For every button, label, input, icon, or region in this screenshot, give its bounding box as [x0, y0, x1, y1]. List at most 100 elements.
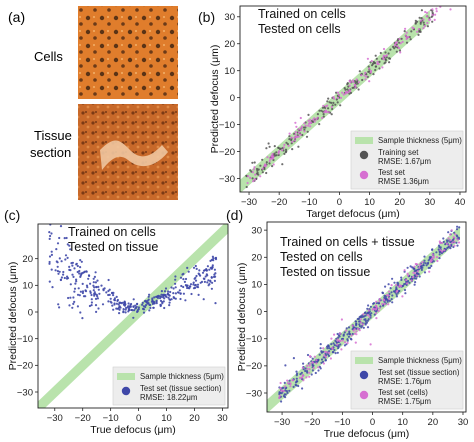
data-point	[398, 37, 401, 41]
legend-sublabel: RMSE: 18.22μm	[140, 393, 197, 402]
data-point	[325, 111, 328, 114]
data-point	[395, 41, 398, 44]
data-point	[170, 286, 173, 289]
data-point	[268, 145, 271, 148]
data-point	[294, 121, 297, 124]
data-point	[280, 149, 284, 152]
data-point	[342, 93, 345, 96]
data-point	[397, 46, 400, 50]
data-point	[299, 133, 302, 136]
x-axis-label: True defocus (μm)	[90, 424, 176, 436]
data-point	[355, 322, 358, 326]
data-point	[200, 280, 204, 283]
data-point	[148, 293, 151, 296]
x-tick-label: 0	[337, 197, 342, 208]
data-point	[79, 259, 82, 262]
data-point	[358, 329, 361, 332]
data-point	[192, 266, 196, 269]
data-point	[324, 350, 327, 353]
data-point	[98, 292, 101, 295]
data-point	[390, 284, 393, 287]
x-tick-label: 10	[364, 197, 375, 208]
data-point	[396, 44, 399, 48]
data-point	[301, 387, 304, 390]
data-point	[87, 277, 90, 280]
data-point	[186, 286, 189, 290]
data-point	[174, 282, 177, 285]
data-point	[356, 327, 360, 330]
data-point	[48, 231, 51, 234]
data-point	[378, 300, 381, 303]
data-point	[206, 265, 209, 268]
data-point	[300, 129, 303, 132]
data-point	[335, 91, 338, 94]
data-point	[451, 241, 454, 244]
data-point	[167, 296, 170, 299]
data-point	[445, 242, 449, 245]
data-point	[421, 261, 424, 264]
data-point	[54, 269, 57, 272]
data-point	[426, 262, 429, 265]
data-point	[366, 307, 369, 310]
data-point	[71, 264, 74, 267]
data-point	[172, 292, 175, 295]
x-tick-label: −20	[75, 413, 91, 424]
data-point	[367, 304, 370, 307]
data-point	[315, 359, 318, 362]
data-point	[442, 237, 445, 240]
data-point	[57, 272, 60, 275]
panel-letter: (d)	[226, 207, 243, 223]
data-point	[367, 309, 370, 312]
data-point	[142, 307, 145, 310]
data-point	[163, 306, 166, 310]
data-point	[78, 272, 81, 275]
data-point	[356, 317, 359, 321]
legend-sublabel: RMSE 1.36μm	[378, 177, 429, 186]
data-point	[377, 302, 381, 305]
data-point	[144, 304, 148, 307]
data-point	[199, 274, 202, 277]
data-point	[317, 369, 320, 372]
data-point	[350, 338, 353, 341]
data-point	[278, 147, 282, 151]
data-point	[418, 266, 421, 269]
data-point	[58, 270, 61, 273]
data-point	[151, 297, 154, 300]
data-point	[160, 290, 163, 293]
data-point	[328, 351, 331, 354]
data-point	[278, 394, 281, 397]
data-point	[289, 382, 292, 385]
data-point	[386, 298, 389, 301]
data-point	[428, 270, 431, 273]
y-tick-label: −20	[219, 147, 235, 158]
legend-label: Sample thickness (5μm)	[140, 372, 224, 381]
data-point	[395, 284, 398, 287]
y-tick-label: −30	[17, 387, 33, 398]
data-point	[364, 323, 367, 326]
data-point	[137, 306, 140, 309]
data-point	[264, 164, 267, 167]
data-point	[347, 326, 351, 329]
points-group	[278, 225, 461, 403]
data-point	[245, 185, 248, 189]
x-tick-label: −20	[271, 197, 287, 208]
data-point	[169, 290, 172, 294]
data-point	[294, 131, 297, 134]
data-point	[168, 298, 171, 301]
data-point	[66, 243, 69, 246]
data-point	[404, 292, 407, 295]
data-point	[293, 136, 296, 139]
data-point	[339, 96, 343, 99]
data-point	[149, 306, 152, 310]
data-point	[336, 91, 339, 94]
data-point	[266, 156, 269, 159]
data-point	[454, 233, 457, 236]
data-point	[353, 328, 356, 331]
data-point	[58, 306, 61, 309]
data-point	[387, 297, 390, 300]
data-point	[400, 37, 403, 40]
data-point	[456, 225, 459, 228]
data-point	[368, 80, 371, 83]
data-point	[172, 296, 175, 299]
data-point	[378, 67, 381, 70]
